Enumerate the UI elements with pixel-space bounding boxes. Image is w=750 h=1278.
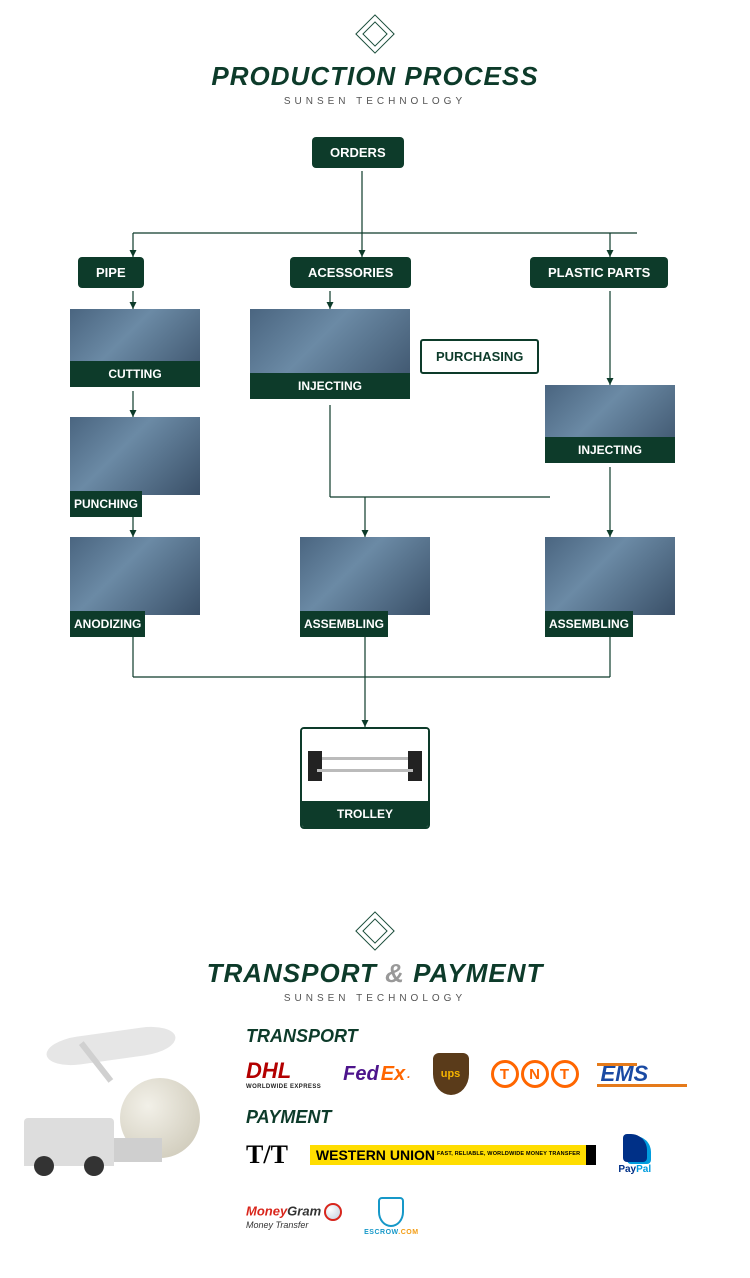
- transport-heading: TRANSPORT: [246, 1026, 732, 1047]
- logo-ups: ups: [433, 1053, 469, 1095]
- logo-western-union: WESTERN UNION FAST, RELIABLE, WORLDWIDE …: [310, 1145, 596, 1165]
- node-assembling-2: ASSEMBLING: [545, 537, 675, 633]
- title-left: TRANSPORT: [207, 958, 377, 988]
- section-title: PRODUCTION PROCESS: [0, 61, 750, 92]
- node-trolley: TROLLEY: [300, 727, 430, 829]
- logo-paypal: PayPal: [618, 1134, 651, 1175]
- globe-icon: [120, 1078, 200, 1158]
- logo-ems: EMS: [601, 1061, 649, 1087]
- node-label: TROLLEY: [302, 801, 428, 827]
- logo-text: Ex: [381, 1063, 405, 1086]
- tp-right-column: TRANSPORT DHL WORLDWIDE EXPRESS FedEx. u…: [246, 1026, 732, 1248]
- logo-text: PayPal: [618, 1164, 651, 1175]
- section-subtitle: SUNSEN TECHNOLOGY: [0, 96, 750, 107]
- logo-text: Gram: [287, 1203, 321, 1218]
- logo-text: WESTERN: [316, 1148, 386, 1162]
- node-pipe: PIPE: [78, 257, 144, 288]
- logo-text: Money: [246, 1203, 287, 1218]
- section-header-transport-payment: TRANSPORT & PAYMENT SUNSEN TECHNOLOGY: [0, 897, 750, 1014]
- node-purchasing: PURCHASING: [420, 339, 539, 374]
- product-illustration: [302, 729, 428, 801]
- production-flowchart: ORDERS PIPE ACESSORIES PLASTIC PARTS PUR…: [0, 117, 750, 897]
- transport-payment-body: TRANSPORT DHL WORLDWIDE EXPRESS FedEx. u…: [0, 1014, 750, 1278]
- logo-subtext: Money Transfer: [246, 1221, 342, 1231]
- node-punching: PUNCHING: [70, 417, 200, 513]
- node-accessories: ACESSORIES: [290, 257, 411, 288]
- logo-dhl: DHL WORLDWIDE EXPRESS: [246, 1058, 321, 1090]
- diamond-icon: [355, 911, 395, 951]
- node-cutting: CUTTING: [70, 309, 200, 387]
- node-anodizing: ANODIZING: [70, 537, 200, 633]
- payment-logo-row: T/T WESTERN UNION FAST, RELIABLE, WORLDW…: [246, 1134, 732, 1236]
- truck-icon: [24, 1118, 114, 1166]
- logo-letter: T: [551, 1060, 579, 1088]
- globe-icon: [324, 1203, 342, 1221]
- paypal-icon: [623, 1134, 647, 1162]
- transport-logo-row: DHL WORLDWIDE EXPRESS FedEx. ups T N T E…: [246, 1053, 732, 1095]
- section-header-production: PRODUCTION PROCESS SUNSEN TECHNOLOGY: [0, 0, 750, 117]
- node-injecting-1: INJECTING: [250, 309, 410, 399]
- node-label: CUTTING: [70, 361, 200, 387]
- logo-letter: T: [491, 1060, 519, 1088]
- node-orders: ORDERS: [312, 137, 404, 168]
- logo-fedex: FedEx.: [343, 1063, 410, 1086]
- photo-placeholder: [70, 417, 200, 495]
- logo-moneygram: MoneyGram Money Transfer: [246, 1203, 342, 1231]
- node-label: INJECTING: [545, 437, 675, 463]
- photo-placeholder: [70, 537, 200, 615]
- node-injecting-2: INJECTING: [545, 385, 675, 463]
- node-label: INJECTING: [250, 373, 410, 399]
- logo-escrow: ESCROW.COM: [364, 1197, 418, 1236]
- plane-icon: [45, 1023, 178, 1069]
- logo-dot: .: [407, 1067, 410, 1081]
- logo-text: ESCROW.COM: [364, 1229, 418, 1236]
- shield-icon: [378, 1197, 404, 1227]
- logo-tt: T/T: [246, 1140, 288, 1170]
- node-label: ANODIZING: [70, 611, 145, 637]
- logo-letter: N: [521, 1060, 549, 1088]
- payment-heading: PAYMENT: [246, 1107, 732, 1128]
- node-label: ASSEMBLING: [300, 611, 388, 637]
- logo-text: UNION: [390, 1148, 435, 1162]
- node-label: ASSEMBLING: [545, 611, 633, 637]
- logo-tnt: T N T: [491, 1060, 579, 1088]
- logistics-illustration: [18, 1026, 228, 1176]
- title-ampersand: &: [385, 958, 405, 988]
- node-label: PUNCHING: [70, 491, 142, 517]
- section-title: TRANSPORT & PAYMENT: [0, 958, 750, 989]
- logo-text: Fed: [343, 1063, 379, 1086]
- photo-placeholder: [545, 537, 675, 615]
- section-subtitle: SUNSEN TECHNOLOGY: [0, 993, 750, 1004]
- photo-placeholder: [300, 537, 430, 615]
- logo-subtext: FAST, RELIABLE, WORLDWIDE MONEY TRANSFER: [437, 1152, 580, 1158]
- diamond-icon: [355, 14, 395, 54]
- node-assembling-1: ASSEMBLING: [300, 537, 430, 633]
- logo-text: DHL: [246, 1058, 291, 1083]
- logo-subtext: WORLDWIDE EXPRESS: [246, 1084, 321, 1090]
- node-plastic-parts: PLASTIC PARTS: [530, 257, 668, 288]
- title-right: PAYMENT: [413, 958, 543, 988]
